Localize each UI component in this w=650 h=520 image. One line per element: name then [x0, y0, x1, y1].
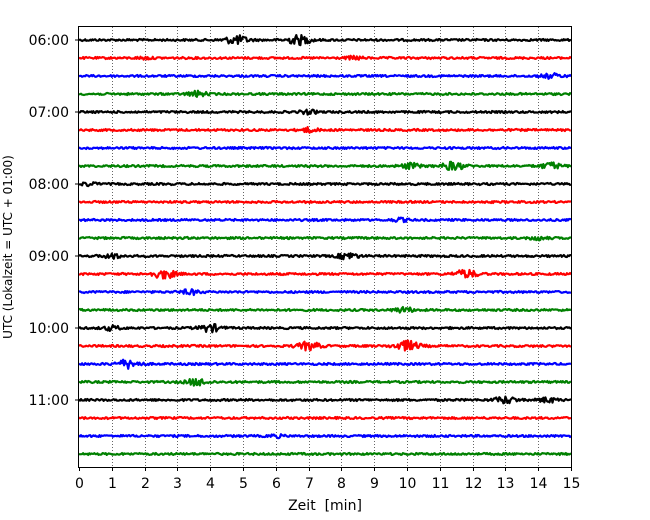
- seismogram-trace: [78, 268, 572, 280]
- seismogram-trace: [78, 288, 572, 297]
- seismogram-trace: [78, 181, 572, 188]
- x-tick-label: 10: [399, 476, 417, 492]
- x-tick-label: 2: [141, 476, 150, 492]
- seismogram-trace: [78, 126, 572, 134]
- seismogram-trace: [78, 199, 572, 205]
- y-tick-label: 06:00: [29, 33, 69, 49]
- x-axis: 0 1 2 3 4 5 6 7 8 9 10 11 12 13 14 15: [75, 467, 580, 492]
- x-tick-label: 0: [75, 476, 84, 492]
- y-tick-label: 08:00: [29, 177, 69, 193]
- x-tick-label: 15: [563, 476, 581, 492]
- y-tick-label: 09:00: [29, 249, 69, 265]
- seismogram-trace: [78, 323, 572, 334]
- y-axis-label: UTC (Lokalzeit = UTC + 01:00): [1, 155, 15, 339]
- seismogram-trace: [78, 451, 572, 457]
- seismogram-trace: [78, 160, 572, 171]
- grid-layer: [112, 27, 539, 467]
- seismogram-trace: [78, 89, 572, 98]
- x-tick-label: 8: [337, 476, 346, 492]
- seismogram-trace: [78, 252, 572, 261]
- x-tick-label: 13: [497, 476, 515, 492]
- x-tick-label: 6: [272, 476, 281, 492]
- seismogram-trace: [78, 216, 572, 224]
- trace-layer: [78, 34, 572, 457]
- seismogram-trace: [78, 72, 572, 80]
- x-tick-label: 1: [108, 476, 117, 492]
- seismogram-trace: [78, 378, 572, 387]
- x-tick-label: 4: [206, 476, 215, 492]
- seismogram-trace: [78, 108, 572, 116]
- seismogram-trace: [78, 339, 572, 352]
- x-tick-label: 7: [305, 476, 314, 492]
- x-tick-label: 9: [370, 476, 379, 492]
- x-tick-label: 11: [432, 476, 450, 492]
- seismogram-trace: [78, 235, 572, 242]
- x-tick-label: 5: [239, 476, 248, 492]
- seismogram-trace: [78, 433, 572, 440]
- x-tick-label: 14: [530, 476, 548, 492]
- seismogram-trace: [78, 395, 572, 405]
- y-tick-label: 11:00: [29, 393, 69, 409]
- seismogram-trace: [78, 415, 572, 421]
- x-axis-label: Zeit [min]: [288, 498, 362, 514]
- seismogram-trace: [78, 358, 572, 370]
- plot-frame: [78, 26, 572, 468]
- seismogram-trace: [78, 145, 572, 151]
- y-tick-label: 10:00: [29, 321, 69, 337]
- x-tick-label: 12: [465, 476, 483, 492]
- seismogram-trace: [78, 34, 572, 47]
- seismogram-trace: [78, 306, 572, 314]
- x-tick-label: 3: [173, 476, 182, 492]
- y-axis: 06:00 07:00 08:00 09:00 10:00 11:00: [29, 33, 79, 409]
- y-tick-label: 07:00: [29, 105, 69, 121]
- seismogram-trace: [78, 54, 572, 61]
